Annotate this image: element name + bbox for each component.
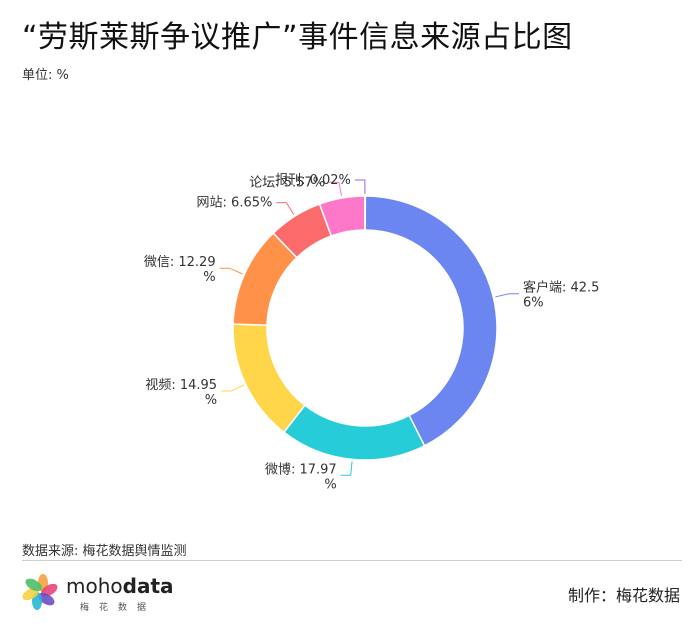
- unit-label: 单位: %: [22, 68, 69, 83]
- logo-petal: [38, 592, 55, 606]
- footer-divider: [22, 560, 682, 561]
- slice-0: [364, 195, 498, 447]
- pinwheel-logo-icon: [22, 574, 58, 610]
- leader-lines-group: [219, 179, 519, 476]
- chart-title: “劳斯莱斯争议推广”事件信息来源占比图: [22, 20, 573, 55]
- slice-label-line: 网站: 6.65%: [197, 196, 273, 211]
- logo-petal: [22, 587, 39, 601]
- slice-label-line: 6%: [523, 296, 544, 311]
- slice-label-line: 微信: 12.29: [144, 255, 216, 270]
- slice-label-4: 网站: 6.65%: [197, 196, 273, 211]
- slice-label-line: %: [205, 393, 217, 408]
- slice-label-2: 视频: 14.95%: [145, 378, 217, 408]
- slice-label-line: 客户端: 42.5: [523, 280, 599, 296]
- donut-chart: 客户端: 42.5 6%微博: 17.97 %视频: 14.95 %微信: 12.29…: [144, 173, 600, 492]
- slice-label-5: 论坛: 5.57%: [249, 175, 325, 190]
- leader-line-6: [354, 179, 366, 195]
- slice-1: [282, 404, 426, 461]
- logo-wordmark: mohodata: [66, 574, 174, 598]
- logo-petal: [25, 578, 42, 592]
- slice-label-1: 微博: 17.97%: [265, 462, 337, 492]
- slice-label-line: %: [324, 477, 336, 492]
- slice-label-line: 论坛: 5.57%: [249, 175, 325, 190]
- leader-line-3: [219, 267, 243, 275]
- maker-label: 制作：梅花数据: [567, 586, 680, 605]
- logo-subtitle: 梅花数据: [80, 603, 157, 613]
- mohodata-logo: mohodata 梅花数据: [20, 572, 180, 616]
- slice-2: [232, 323, 306, 434]
- leader-line-0: [495, 293, 519, 298]
- slice-label-3: 微信: 12.29%: [144, 255, 216, 285]
- leader-line-5: [329, 181, 343, 197]
- logo-text-light: moho: [66, 574, 123, 598]
- logo-text-bold: data: [122, 574, 174, 598]
- slice-label-0: 客户端: 42.5 6%: [523, 280, 599, 311]
- labels-group: 客户端: 42.5 6%微博: 17.97 %视频: 14.95 %微信: 12.29…: [144, 173, 600, 492]
- slice-label-line: %: [203, 270, 215, 285]
- leader-line-2: [221, 384, 244, 392]
- slice-label-line: 视频: 14.95: [145, 378, 217, 393]
- slice-label-6: 报刊: 0.02%: [275, 173, 351, 188]
- leader-line-4: [276, 202, 295, 215]
- slices-group: [232, 195, 498, 461]
- slice-6: [364, 195, 367, 231]
- leader-line-1: [340, 461, 353, 476]
- slice-label-line: 报刊: 0.02%: [275, 173, 351, 188]
- data-source-label: 数据来源: 梅花数据舆情监测: [22, 544, 187, 559]
- logo-petal: [41, 583, 58, 597]
- slice-label-line: 微博: 17.97: [265, 462, 337, 477]
